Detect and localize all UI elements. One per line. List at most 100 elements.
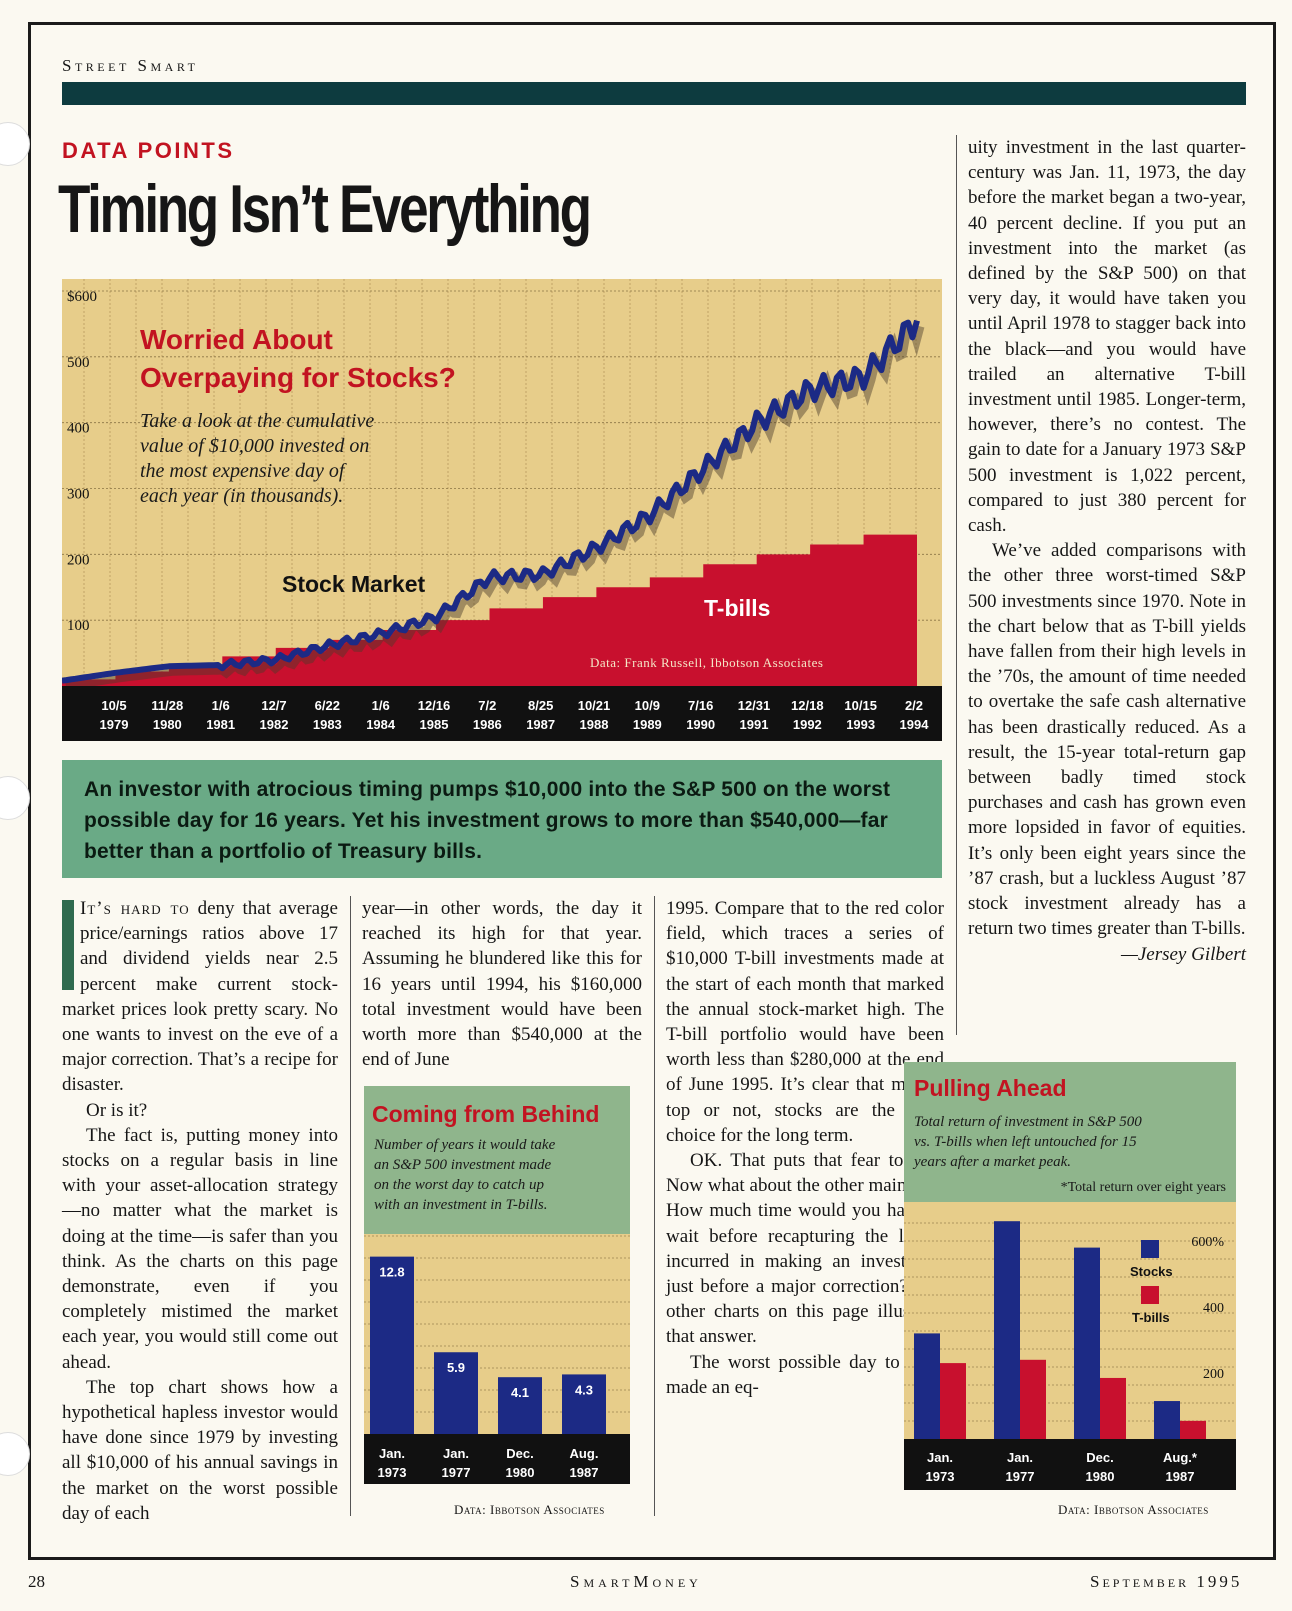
category-year: 1977 bbox=[1006, 1469, 1035, 1484]
y-tick-label: 400 bbox=[67, 421, 90, 437]
x-date-label: 7/2 bbox=[478, 698, 496, 713]
y-tick-label: 300 bbox=[67, 487, 90, 503]
tbills-bar bbox=[1180, 1420, 1206, 1439]
tbills-bar bbox=[1020, 1359, 1046, 1439]
x-year-label: 1988 bbox=[580, 717, 609, 732]
chart-subtitle-line: Total return of investment in S&P 500 bbox=[914, 1114, 1142, 1130]
category-label: Aug. bbox=[570, 1446, 599, 1461]
chart-header-panel bbox=[364, 1086, 630, 1234]
x-year-label: 1987 bbox=[526, 717, 555, 732]
legend-tbills-label: T-bills bbox=[1132, 1310, 1170, 1325]
legend-stocks-swatch bbox=[1141, 1240, 1159, 1258]
issue-date: September 1995 bbox=[1090, 1572, 1243, 1591]
y-tick-label: 600% bbox=[1191, 1235, 1224, 1250]
magazine-name: SmartMoney bbox=[570, 1572, 702, 1591]
x-year-label: 1981 bbox=[206, 717, 235, 732]
bar bbox=[498, 1377, 542, 1434]
category-label: Jan. bbox=[379, 1446, 405, 1461]
x-date-label: 2/2 bbox=[905, 698, 923, 713]
x-date-label: 1/6 bbox=[372, 698, 390, 713]
stocks-bar bbox=[1154, 1401, 1180, 1439]
x-date-label: 10/5 bbox=[101, 698, 126, 713]
body-paragraph: uity investment in the last quarter-cent… bbox=[968, 137, 1246, 537]
x-date-label: 11/28 bbox=[151, 698, 183, 713]
x-date-label: 12/18 bbox=[791, 698, 824, 713]
x-year-label: 1983 bbox=[313, 717, 342, 732]
chart-header-panel bbox=[904, 1062, 1236, 1202]
x-year-label: 1984 bbox=[366, 717, 396, 732]
x-year-label: 1979 bbox=[100, 717, 129, 732]
x-date-label: 10/21 bbox=[578, 698, 611, 713]
chart-credit: Data: Ibbotson Associates bbox=[454, 1502, 605, 1517]
tbills-area bbox=[62, 501, 917, 686]
bar-value-label: 4.3 bbox=[575, 1382, 593, 1397]
x-year-label: 1994 bbox=[900, 717, 930, 732]
x-year-label: 1990 bbox=[686, 717, 715, 732]
chart-title-line2: Overpaying for Stocks? bbox=[140, 362, 456, 393]
body-paragraph: Or is it? bbox=[86, 1099, 148, 1121]
bar-value-label: 4.1 bbox=[511, 1385, 529, 1400]
body-paragraph: OK. That puts that fear to rest. Now wha… bbox=[666, 1150, 944, 1348]
tbills-bar bbox=[1100, 1377, 1126, 1439]
body-paragraph: 1995. Compare that to the red color fiel… bbox=[666, 898, 944, 1146]
bar-value-label: 5.9 bbox=[447, 1360, 465, 1375]
pulling-ahead-chart: Pulling Ahead Total return of investment… bbox=[904, 1062, 1236, 1490]
body-column-1: It’s hard to deny that average price/ear… bbox=[62, 896, 338, 1526]
category-year: 1973 bbox=[378, 1465, 407, 1480]
chart-subtitle-line: Number of years it would take bbox=[373, 1137, 556, 1153]
x-date-label: 12/7 bbox=[261, 698, 286, 713]
x-date-label: 1/6 bbox=[212, 698, 230, 713]
column-rule bbox=[654, 896, 655, 1516]
stock-market-label: Stock Market bbox=[282, 571, 426, 597]
category-label: Aug.* bbox=[1163, 1450, 1198, 1465]
x-year-label: 1993 bbox=[846, 717, 875, 732]
chart-title: Pulling Ahead bbox=[914, 1075, 1067, 1101]
category-year: 1980 bbox=[506, 1465, 535, 1480]
body-paragraph: deny that average price/earnings ratios … bbox=[62, 898, 338, 1096]
page-frame bbox=[28, 22, 1276, 1560]
category-label: Jan. bbox=[927, 1450, 953, 1465]
y-tick-label: 200 bbox=[1203, 1367, 1224, 1382]
chart-subtitle-line: with an investment in T-bills. bbox=[374, 1197, 547, 1213]
category-label: Jan. bbox=[443, 1446, 469, 1461]
category-bar bbox=[904, 1439, 1236, 1490]
body-column-4: uity investment in the last quarter-cent… bbox=[968, 135, 1246, 967]
page-number: 28 bbox=[28, 1572, 45, 1591]
category-bar bbox=[364, 1434, 630, 1484]
chart-subtitle-line: Take a look at the cumulative bbox=[140, 410, 374, 432]
chart-subtitle-line: an S&P 500 investment made bbox=[374, 1157, 552, 1173]
x-year-label: 1991 bbox=[740, 717, 769, 732]
body-column-3: 1995. Compare that to the red color fiel… bbox=[666, 896, 944, 1400]
chart-subtitle-line: the most expensive day of bbox=[140, 460, 347, 482]
chart-credit: Data: Frank Russell, Ibbotson Associates bbox=[590, 655, 823, 670]
legend-stocks-label: Stocks bbox=[1130, 1264, 1173, 1279]
section-bar bbox=[62, 82, 1246, 105]
callout-box: An investor with atrocious timing pumps … bbox=[62, 760, 942, 878]
coming-from-behind-chart: Coming from Behind Number of years it wo… bbox=[364, 1086, 630, 1484]
y-tick-label: 100 bbox=[67, 618, 90, 634]
stocks-bar bbox=[994, 1221, 1020, 1439]
bar-value-label: 12.8 bbox=[379, 1265, 404, 1280]
body-paragraph: The worst possible day to have made an e… bbox=[666, 1351, 944, 1398]
stocks-bar bbox=[914, 1333, 940, 1439]
category-label: Jan. bbox=[1007, 1450, 1033, 1465]
bar bbox=[370, 1256, 414, 1434]
x-date-label: 6/22 bbox=[315, 698, 340, 713]
chart-subtitle-line: vs. T-bills when left untouched for 15 bbox=[914, 1134, 1137, 1150]
main-chart: $600 500 400 300 200 100 Worried About Overpa… bbox=[62, 279, 942, 741]
body-paragraph: The top chart shows how a hypothetical h… bbox=[62, 1376, 338, 1524]
section-kicker: Street Smart bbox=[62, 56, 199, 75]
binder-hole bbox=[0, 122, 30, 166]
category-label: Dec. bbox=[1086, 1450, 1113, 1465]
category-year: 1987 bbox=[1166, 1469, 1195, 1484]
body-paragraph: We’ve added comparisons with the other t… bbox=[968, 540, 1246, 940]
body-column-2: year—in other words, the day it reached … bbox=[362, 896, 642, 1072]
chart-subtitle-line: each year (in thousands). bbox=[140, 485, 343, 507]
chart-footnote: *Total return over eight years bbox=[1061, 1180, 1226, 1195]
category-label: Dec. bbox=[506, 1446, 533, 1461]
x-date-label: 8/25 bbox=[528, 698, 553, 713]
headline: Timing Isn’t Everything bbox=[58, 171, 592, 247]
x-date-label: 10/15 bbox=[844, 698, 877, 713]
x-year-label: 1986 bbox=[473, 717, 502, 732]
chart-title-line1: Worried About bbox=[140, 324, 333, 355]
